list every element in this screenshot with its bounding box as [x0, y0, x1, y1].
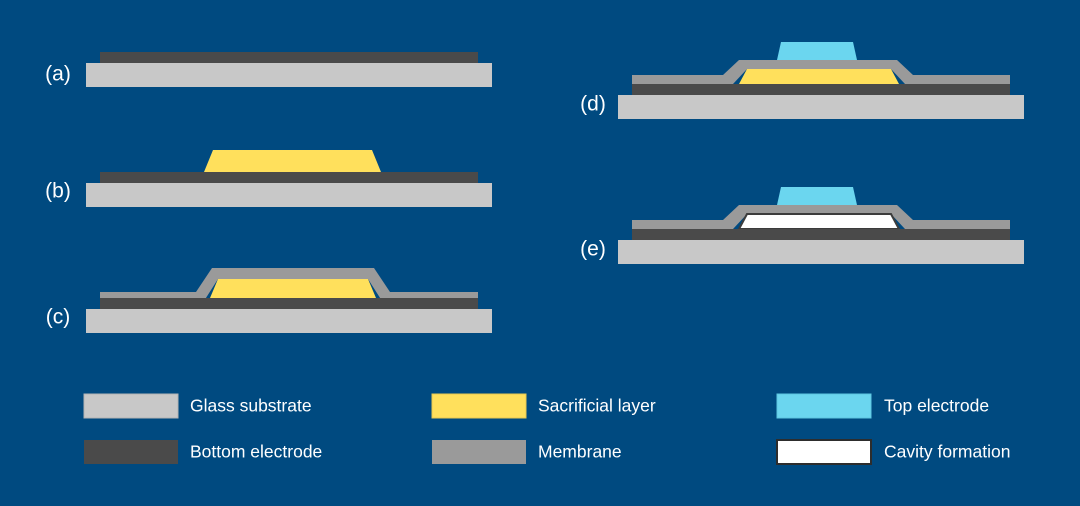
panel-d: (d) — [580, 42, 1024, 119]
panel-b-label: (b) — [45, 180, 71, 203]
legend-label-membrane: Membrane — [538, 442, 622, 462]
panel-a-glass-substrate — [86, 63, 492, 87]
panel-d-membrane — [632, 60, 1010, 84]
panel-b-bottom-electrode — [100, 172, 478, 183]
glass-substrate-swatch — [83, 393, 179, 419]
panel-b-glass-substrate — [86, 183, 492, 207]
panel-e-bottom-electrode — [632, 229, 1010, 240]
panel-b: (b) — [45, 150, 492, 207]
bottom-electrode-swatch — [84, 440, 178, 464]
cavity-formation-swatch — [776, 439, 872, 465]
panel-c-glass-substrate — [86, 309, 492, 333]
panel-e-glass-substrate — [618, 240, 1024, 264]
panel-d-sacrificial-layer — [739, 69, 899, 84]
legend-item-sacrificial-layer: Sacrificial layer — [431, 393, 656, 419]
panel-d-top-electrode — [777, 42, 857, 60]
sacrificial-layer-swatch — [431, 393, 527, 419]
legend-label-bottom-electrode: Bottom electrode — [190, 442, 322, 462]
panel-e-top-electrode — [777, 187, 857, 205]
legend-item-cavity-formation: Cavity formation — [776, 439, 1010, 465]
panel-c-membrane — [100, 268, 478, 301]
panel-c-label: (c) — [46, 306, 71, 329]
panel-b-sacrificial-layer — [204, 150, 381, 172]
panel-d-label: (d) — [580, 93, 606, 116]
panel-e-label: (e) — [580, 238, 606, 261]
panel-c-bottom-electrode — [100, 298, 478, 309]
legend-item-bottom-electrode: Bottom electrode — [84, 440, 322, 464]
panel-c-sacrificial-layer — [210, 279, 376, 298]
membrane-swatch — [432, 440, 526, 464]
legend-label-cavity-formation: Cavity formation — [884, 442, 1010, 462]
legend: Glass substrate Bottom electrode Sacrifi… — [83, 393, 1010, 465]
panel-e: (e) — [580, 187, 1024, 264]
panel-a: (a) — [45, 52, 492, 87]
panel-d-bottom-electrode — [632, 84, 1010, 95]
legend-item-top-electrode: Top electrode — [776, 393, 989, 419]
legend-item-membrane: Membrane — [432, 440, 622, 464]
panel-c: (c) — [46, 268, 492, 333]
panel-e-membrane — [632, 205, 1010, 229]
panel-a-bottom-electrode — [100, 52, 478, 63]
top-electrode-swatch — [776, 393, 872, 419]
panel-e-cavity — [737, 213, 901, 230]
panel-d-glass-substrate — [618, 95, 1024, 119]
legend-label-sacrificial-layer: Sacrificial layer — [538, 396, 656, 416]
legend-label-glass-substrate: Glass substrate — [190, 396, 312, 416]
legend-item-glass-substrate: Glass substrate — [83, 393, 312, 419]
panel-a-label: (a) — [45, 63, 71, 86]
legend-label-top-electrode: Top electrode — [884, 396, 989, 416]
